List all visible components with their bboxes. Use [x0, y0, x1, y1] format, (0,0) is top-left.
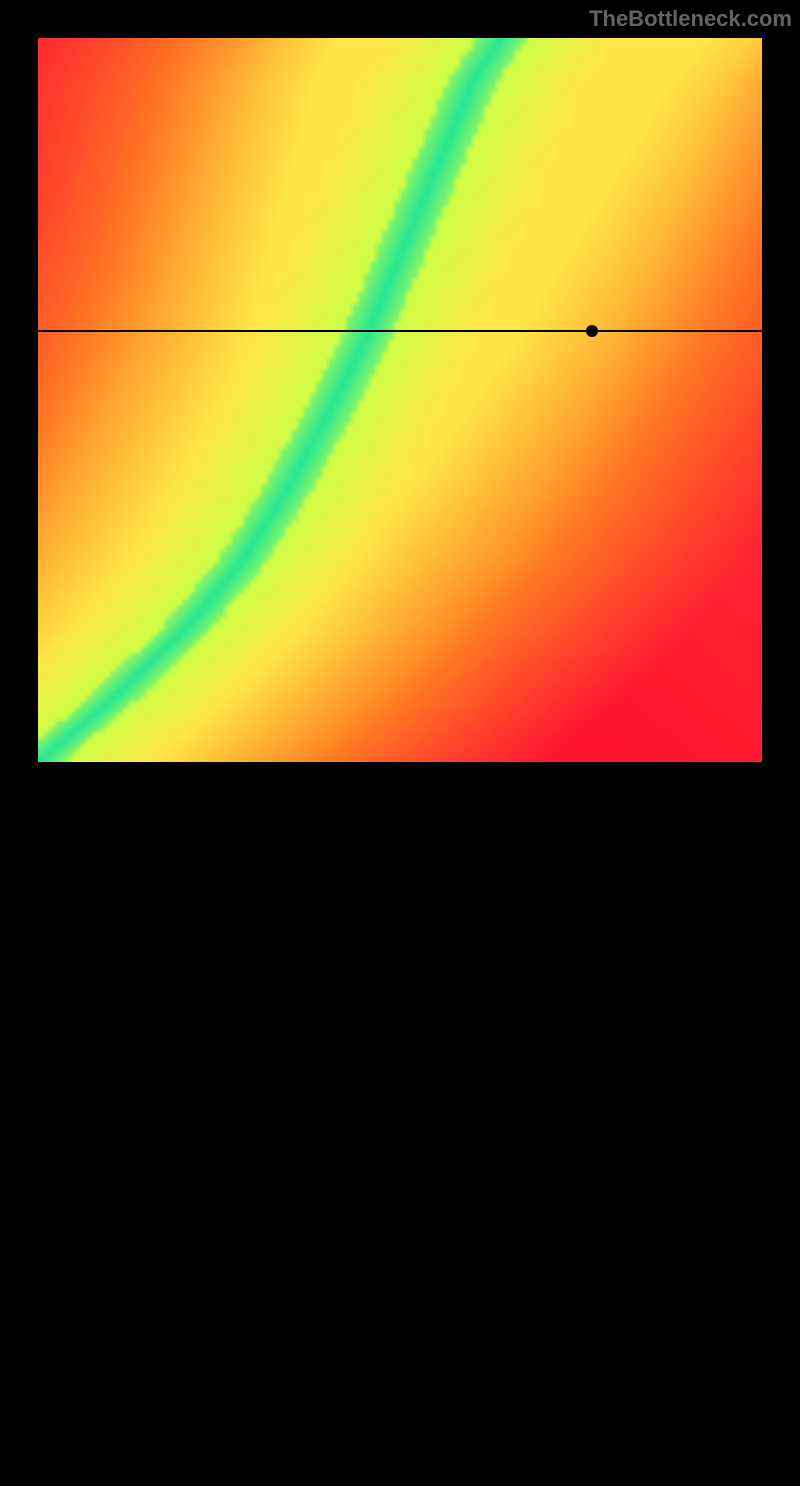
crosshair-marker: [586, 325, 598, 337]
heatmap-canvas: [38, 38, 762, 762]
crosshair-horizontal: [38, 330, 762, 332]
heatmap-chart: [38, 38, 762, 762]
crosshair-vertical: [591, 762, 593, 1486]
watermark-text: TheBottleneck.com: [589, 6, 792, 32]
